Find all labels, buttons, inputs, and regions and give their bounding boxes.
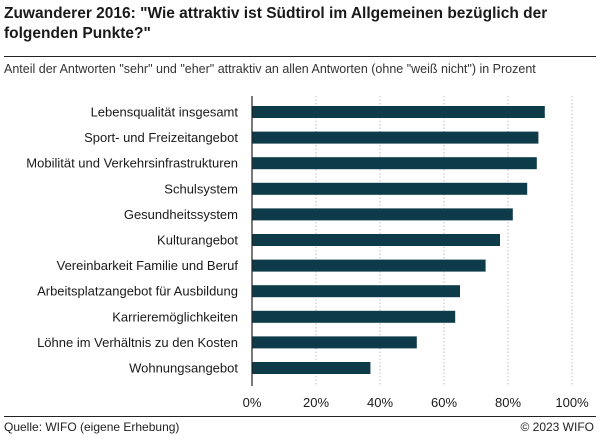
x-tick-label: 60% <box>431 395 457 410</box>
category-label: Sport- und Freizeitangebot <box>84 130 238 145</box>
x-tick-label: 0% <box>243 395 262 410</box>
bar <box>252 285 460 298</box>
category-label: Gesundheitssystem <box>124 207 238 222</box>
category-label: Mobilität und Verkehrsinfrastrukturen <box>26 156 238 171</box>
bar <box>252 157 537 170</box>
chart-subtitle: Anteil der Antworten "sehr" und "eher" a… <box>4 62 536 76</box>
category-label: Schulsystem <box>164 181 238 196</box>
category-label: Karrieremöglichkeiten <box>112 309 238 324</box>
category-label: Arbeitsplatzangebot für Ausbildung <box>37 284 238 299</box>
copyright-note: © 2023 WIFO <box>520 420 594 434</box>
category-label: Wohnungsangebot <box>129 361 238 376</box>
chart-title: Zuwanderer 2016: "Wie attraktiv ist Südt… <box>4 5 548 42</box>
bar <box>252 234 500 246</box>
category-label: Vereinbarkeit Familie und Beruf <box>57 258 239 273</box>
category-label: Lebensqualität insgesamt <box>91 105 239 120</box>
title-divider <box>4 56 596 57</box>
x-tick-label: 40% <box>367 395 393 410</box>
bar <box>252 336 417 349</box>
x-tick-label: 100% <box>555 395 589 410</box>
x-tick-label: 80% <box>495 395 521 410</box>
footer-divider <box>4 416 596 417</box>
category-label: Kulturangebot <box>157 233 238 248</box>
bar <box>252 182 528 195</box>
bar <box>252 106 545 118</box>
category-label: Löhne im Verhältnis zu den Kosten <box>37 335 238 350</box>
bar <box>252 208 513 221</box>
bar <box>252 259 486 272</box>
bar <box>252 310 456 323</box>
x-tick-label: 20% <box>303 395 329 410</box>
source-note: Quelle: WIFO (eigene Erhebung) <box>4 420 180 434</box>
bar-chart: Lebensqualität insgesamt Sport- und Freiz… <box>26 96 589 410</box>
bar <box>252 131 539 144</box>
bar <box>252 362 371 374</box>
